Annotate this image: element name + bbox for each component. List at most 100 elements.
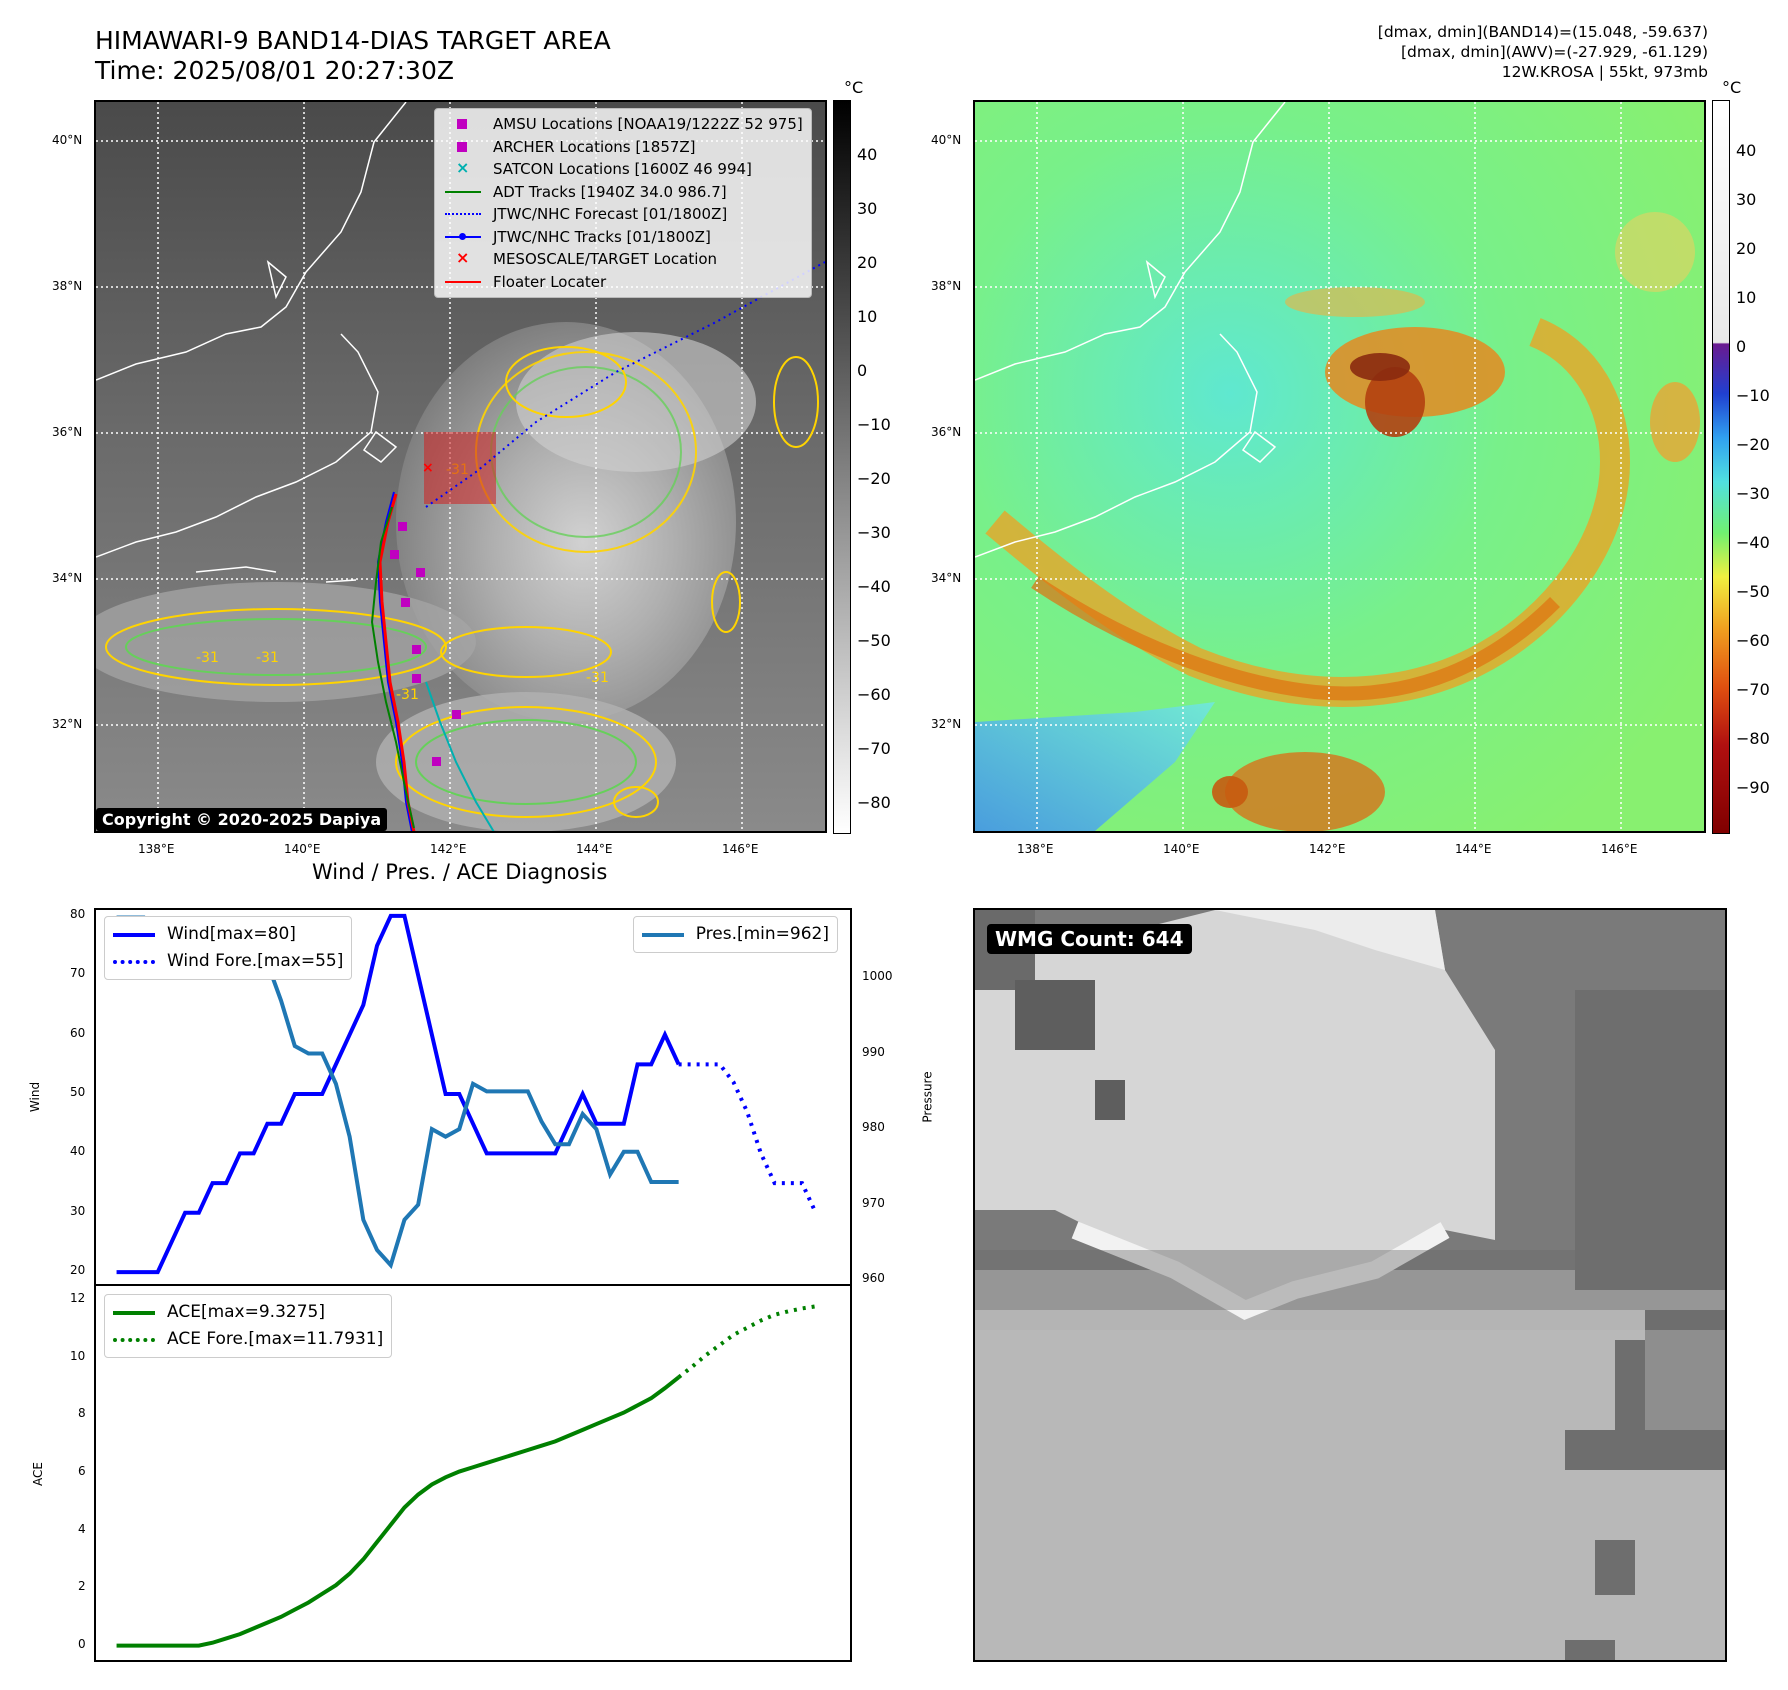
- lat-label: 40°N: [931, 133, 962, 147]
- legend-item-ace-forecast: ACE Fore.[max=11.7931]: [113, 1326, 383, 1353]
- wind-axis-label: Wind: [28, 1081, 43, 1113]
- colorbar-tick: −20: [857, 469, 891, 488]
- info-band14: [dmax, dmin](BAND14)=(15.048, -59.637): [1377, 23, 1708, 41]
- lat-label: 32°N: [52, 717, 83, 731]
- colorbar-tick: −10: [1736, 386, 1770, 405]
- colorbar-tick: −50: [857, 631, 891, 650]
- colorbar-tick: −20: [1736, 435, 1770, 454]
- lon-label: 146°E: [1601, 842, 1638, 856]
- legend-item-wind-forecast: Wind Fore.[max=55]: [113, 948, 343, 975]
- square-marker-icon: [443, 116, 483, 132]
- colorbar-tick: 40: [857, 145, 878, 164]
- lon-label: 142°E: [1309, 842, 1346, 856]
- legend-item-wind: Wind[max=80]: [113, 921, 343, 948]
- colorbar-tick: −60: [857, 685, 891, 704]
- awv-colorbar: [1712, 100, 1730, 834]
- legend-item-target: × MESOSCALE/TARGET Location: [443, 248, 803, 271]
- figure-info: [dmax, dmin](BAND14)=(15.048, -59.637) […: [1378, 22, 1708, 82]
- colorbar-tick: 30: [857, 199, 878, 218]
- ace-series-line: [116, 1375, 680, 1648]
- colorbar-tick: −70: [1736, 680, 1770, 699]
- lat-label: 40°N: [52, 133, 83, 147]
- lat-label: 36°N: [52, 425, 83, 439]
- wmg-panel: WMG Count: 644: [973, 908, 1727, 1662]
- ace-axis-label: ACE: [30, 1462, 45, 1486]
- ir-map-panel: -31 -31 -31 -31 -31 × AMSU Locations: [94, 100, 827, 833]
- lon-label: 140°E: [284, 842, 321, 856]
- pressure-tick-label: 980: [862, 1120, 885, 1135]
- colorbar-tick: 30: [1736, 190, 1757, 209]
- info-awv: [dmax, dmin](AWV)=(-27.929, -61.129): [1401, 43, 1708, 61]
- wind-tick-label: 80: [70, 906, 86, 921]
- ace-tick-label: 4: [78, 1521, 86, 1536]
- colorbar-tick: 10: [857, 307, 878, 326]
- solid-line-icon: [113, 932, 155, 937]
- wind-tick-label: 20: [70, 1263, 86, 1278]
- x-marker-icon: ×: [456, 248, 470, 268]
- line-dot-icon: [443, 229, 483, 245]
- contour-label-4: -31: [396, 687, 419, 703]
- pressure-axis-label: Pressure: [920, 1071, 935, 1123]
- square-marker-icon: [443, 139, 483, 155]
- info-storm: 12W.KROSA | 55kt, 973mb: [1501, 63, 1708, 81]
- pressure-tick-label: 1000: [862, 969, 893, 983]
- lon-label: 144°E: [576, 842, 613, 856]
- awv-colorbar-unit: °C: [1722, 78, 1742, 97]
- legend-item-jtwc-tracks: JTWC/NHC Tracks [01/1800Z]: [443, 226, 803, 249]
- contour-label-2: -31: [196, 650, 219, 666]
- lat-label: 38°N: [52, 279, 83, 293]
- lat-label: 32°N: [931, 717, 962, 731]
- copyright-badge: Copyright © 2020-2025 Dapiya: [96, 808, 388, 831]
- lon-label: 140°E: [1163, 842, 1200, 856]
- target-box: [424, 432, 496, 504]
- wind-tick-label: 40: [70, 1144, 86, 1159]
- x-marker-icon: ×: [456, 158, 470, 178]
- colorbar-tick: −70: [857, 739, 891, 758]
- colorbar-tick: 20: [1736, 239, 1757, 258]
- wind-tick-label: 50: [70, 1085, 86, 1100]
- colorbar-tick: −10: [857, 415, 891, 434]
- colorbar-tick: 0: [857, 361, 868, 380]
- ace-tick-label: 2: [78, 1579, 86, 1594]
- figure-title: HIMAWARI-9 BAND14-DIAS TARGET AREA Time:…: [95, 26, 611, 86]
- ace-forecast-series-line: [677, 1304, 817, 1379]
- dotted-line-icon: [443, 206, 483, 222]
- target-marker: ×: [422, 460, 434, 476]
- dotted-line-icon: [113, 1337, 155, 1342]
- adt-track: [370, 506, 415, 829]
- lat-label: 36°N: [931, 425, 962, 439]
- legend-item-archer: ARCHER Locations [1857Z]: [443, 136, 803, 159]
- colorbar-tick: −80: [1736, 729, 1770, 748]
- ir-colorbar: [833, 100, 851, 834]
- lon-label: 146°E: [722, 842, 759, 856]
- ir-colorbar-unit: °C: [844, 78, 864, 97]
- wind-forecast-series-line: [678, 1062, 818, 1214]
- solid-line-icon: [113, 1310, 155, 1315]
- colorbar-tick: −30: [857, 523, 891, 542]
- wind-tick-label: 60: [70, 1025, 86, 1040]
- ace-panel: ACE[max=9.3275] ACE Fore.[max=11.7931]: [94, 1284, 852, 1662]
- legend-item-pressure: Pres.[min=962]: [641, 921, 829, 948]
- colorbar-tick: −50: [1736, 582, 1770, 601]
- lon-label: 138°E: [1017, 842, 1054, 856]
- diagnosis-title: Wind / Pres. / ACE Diagnosis: [312, 860, 608, 884]
- colorbar-tick: −80: [857, 793, 891, 812]
- lon-label: 138°E: [138, 842, 175, 856]
- ace-legend: ACE[max=9.3275] ACE Fore.[max=11.7931]: [104, 1294, 393, 1358]
- colorbar-tick: −60: [1736, 631, 1770, 650]
- wind-series-line: [116, 913, 681, 1275]
- ace-tick-label: 0: [78, 1636, 86, 1651]
- forecast-track: [425, 261, 825, 508]
- solid-line-icon: [641, 932, 684, 937]
- wmg-count-badge: WMG Count: 644: [987, 924, 1192, 954]
- figure-title-line1: HIMAWARI-9 BAND14-DIAS TARGET AREA: [95, 26, 611, 55]
- pressure-legend: Pres.[min=962]: [632, 916, 838, 953]
- lat-label: 38°N: [931, 279, 962, 293]
- ir-map-legend: AMSU Locations [NOAA19/1222Z 52 975] ARC…: [434, 108, 812, 298]
- legend-item-amsu: AMSU Locations [NOAA19/1222Z 52 975]: [443, 113, 803, 136]
- legend-item-ace: ACE[max=9.3275]: [113, 1299, 383, 1326]
- figure-title-line2: Time: 2025/08/01 20:27:30Z: [95, 56, 454, 85]
- colorbar-tick: −90: [1736, 778, 1770, 797]
- satcon-track: [425, 681, 495, 831]
- line-marker-icon: [443, 274, 483, 290]
